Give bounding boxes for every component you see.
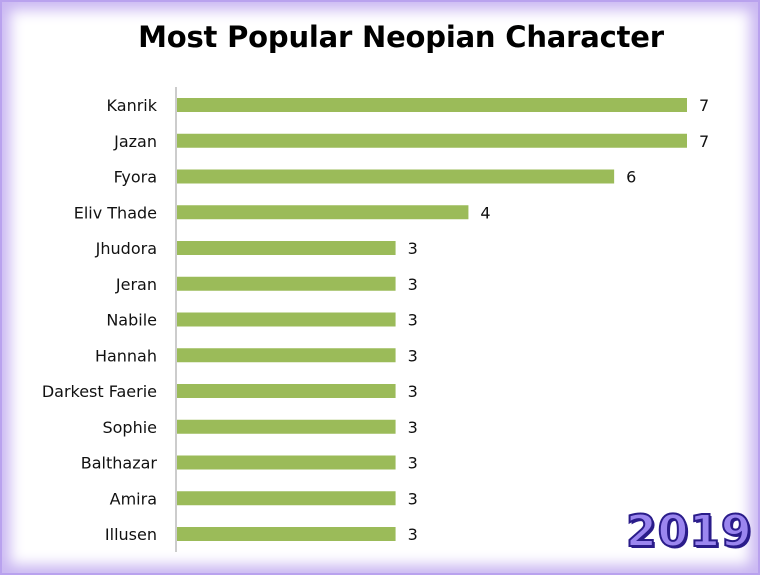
- chart-title: Most Popular Neopian Character: [138, 20, 664, 54]
- category-label: Darkest Faerie: [42, 382, 157, 401]
- bar: [177, 491, 396, 506]
- value-labels: 7 7 6 4 3 3 3 3 3 3 3 3 3: [408, 96, 710, 544]
- category-label: Sophie: [102, 418, 157, 437]
- category-label: Eliv Thade: [74, 203, 157, 222]
- bars-group: [177, 98, 687, 541]
- bar: [177, 419, 396, 434]
- category-label: Balthazar: [81, 454, 158, 473]
- category-label: Jhudora: [95, 239, 157, 258]
- data-label: 3: [408, 275, 418, 294]
- year-badge: 2019: [625, 505, 753, 558]
- data-label: 7: [699, 132, 709, 151]
- bar: [177, 312, 396, 327]
- data-label: 3: [408, 525, 418, 544]
- category-label: Jazan: [113, 132, 157, 151]
- data-label: 3: [408, 454, 418, 473]
- bar: [177, 348, 396, 363]
- data-label: 4: [480, 203, 490, 222]
- data-label: 3: [408, 346, 418, 365]
- bar: [177, 527, 396, 541]
- data-label: 3: [408, 418, 418, 437]
- category-label: Illusen: [105, 525, 157, 544]
- data-label: 3: [408, 382, 418, 401]
- bar: [177, 384, 396, 398]
- bar: [177, 205, 469, 220]
- bar: [177, 455, 396, 470]
- bar: [177, 276, 396, 291]
- category-label: Fyora: [114, 168, 157, 187]
- bar: [177, 98, 687, 112]
- data-label: 3: [408, 311, 418, 330]
- category-labels: Kanrik Jazan Fyora Eliv Thade Jhudora Jeran Na…: [42, 96, 158, 544]
- category-label: Hannah: [95, 346, 157, 365]
- data-label: 7: [699, 96, 709, 115]
- data-label: 6: [626, 168, 636, 187]
- bar: [177, 241, 396, 255]
- category-label: Kanrik: [107, 96, 158, 115]
- bar: [177, 133, 687, 148]
- data-label: 3: [408, 239, 418, 258]
- category-label: Amira: [110, 489, 157, 508]
- category-label: Nabile: [106, 311, 157, 330]
- category-label: Jeran: [115, 275, 157, 294]
- bar: [177, 169, 615, 184]
- data-label: 3: [408, 489, 418, 508]
